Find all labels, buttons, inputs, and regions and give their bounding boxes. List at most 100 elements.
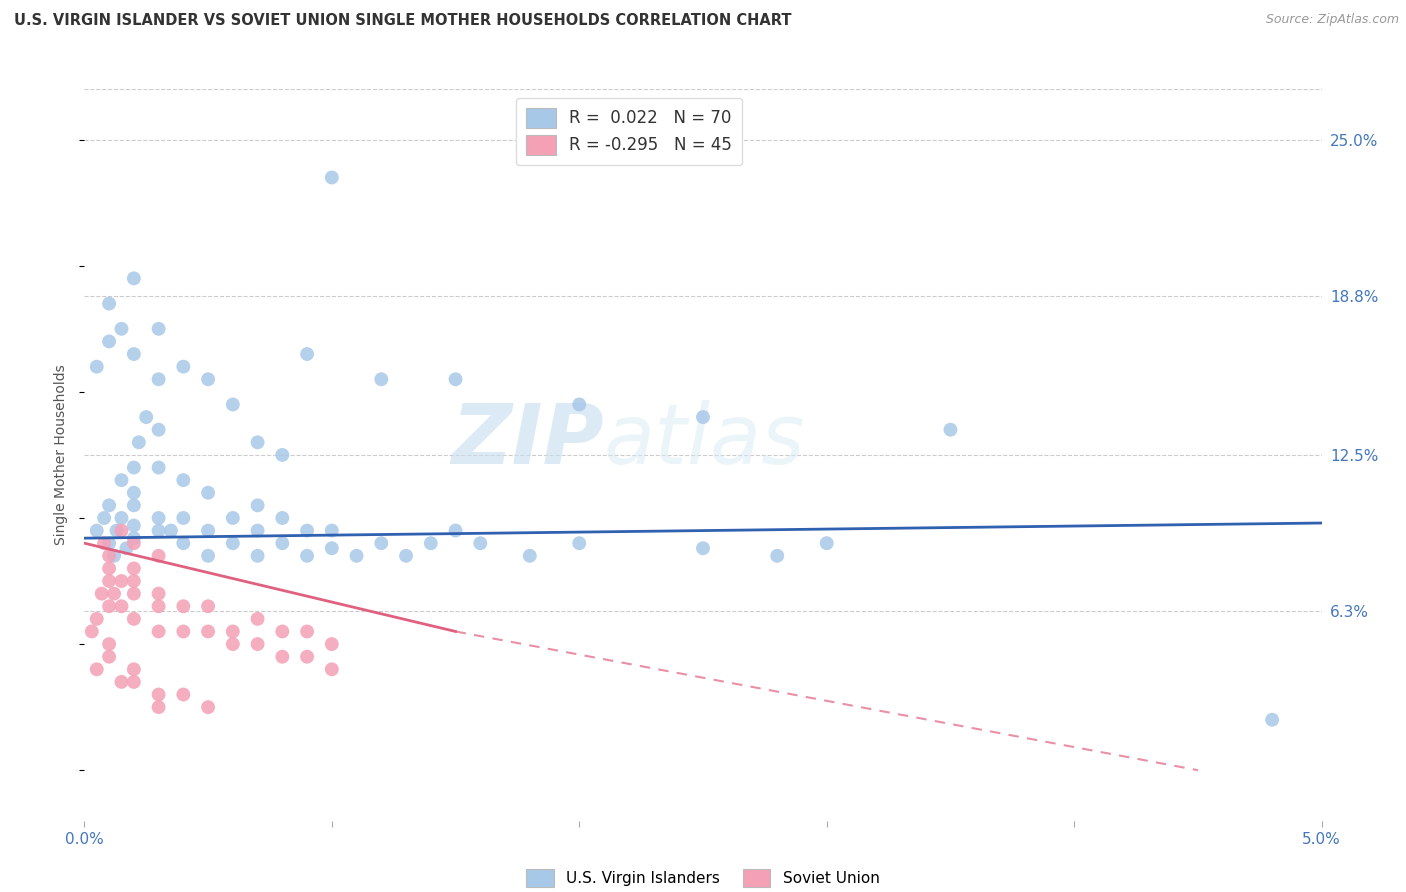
Point: [692, 410, 714, 425]
Point: [295, 347, 318, 361]
Point: [86, 524, 108, 538]
Point: [321, 524, 343, 538]
Point: [395, 549, 418, 563]
Point: [197, 624, 219, 639]
Point: [148, 624, 170, 639]
Point: [246, 549, 269, 563]
Point: [295, 549, 318, 563]
Point: [103, 587, 125, 601]
Text: Source: ZipAtlas.com: Source: ZipAtlas.com: [1265, 13, 1399, 27]
Point: [172, 599, 194, 614]
Point: [246, 612, 269, 626]
Point: [271, 649, 294, 664]
Point: [148, 460, 170, 475]
Point: [148, 688, 170, 702]
Point: [86, 359, 108, 374]
Point: [98, 637, 121, 651]
Point: [222, 624, 245, 639]
Point: [271, 448, 294, 462]
Point: [122, 561, 145, 575]
Point: [98, 549, 121, 563]
Point: [98, 334, 121, 349]
Point: [148, 511, 170, 525]
Point: [246, 435, 269, 450]
Point: [222, 637, 245, 651]
Point: [1261, 713, 1284, 727]
Point: [692, 541, 714, 556]
Point: [246, 524, 269, 538]
Point: [98, 599, 121, 614]
Point: [172, 511, 194, 525]
Point: [98, 649, 121, 664]
Point: [86, 662, 108, 676]
Point: [110, 574, 132, 588]
Point: [122, 485, 145, 500]
Point: [110, 599, 132, 614]
Point: [122, 574, 145, 588]
Point: [122, 499, 145, 513]
Point: [815, 536, 838, 550]
Point: [197, 700, 219, 714]
Point: [122, 460, 145, 475]
Text: atlas: atlas: [605, 400, 806, 481]
Point: [110, 524, 132, 538]
Point: [321, 541, 343, 556]
Point: [110, 473, 132, 487]
Point: [222, 536, 245, 550]
Point: [346, 549, 368, 563]
Point: [93, 536, 115, 550]
Point: [172, 624, 194, 639]
Point: [444, 524, 467, 538]
Point: [148, 372, 170, 386]
Point: [90, 587, 112, 601]
Point: [295, 624, 318, 639]
Point: [80, 624, 103, 639]
Point: [271, 624, 294, 639]
Point: [122, 662, 145, 676]
Point: [222, 511, 245, 525]
Point: [370, 372, 392, 386]
Point: [110, 674, 132, 689]
Point: [135, 410, 157, 425]
Point: [148, 599, 170, 614]
Point: [115, 541, 138, 556]
Point: [419, 536, 441, 550]
Point: [98, 296, 121, 310]
Point: [86, 612, 108, 626]
Point: [568, 397, 591, 411]
Point: [939, 423, 962, 437]
Point: [172, 536, 194, 550]
Point: [122, 612, 145, 626]
Legend: U.S. Virgin Islanders, Soviet Union: U.S. Virgin Islanders, Soviet Union: [520, 863, 886, 892]
Point: [160, 524, 183, 538]
Point: [295, 649, 318, 664]
Point: [246, 637, 269, 651]
Point: [122, 587, 145, 601]
Point: [321, 662, 343, 676]
Point: [766, 549, 789, 563]
Point: [148, 322, 170, 336]
Point: [122, 674, 145, 689]
Point: [98, 499, 121, 513]
Point: [172, 359, 194, 374]
Point: [103, 549, 125, 563]
Point: [197, 549, 219, 563]
Point: [172, 688, 194, 702]
Point: [148, 423, 170, 437]
Point: [271, 536, 294, 550]
Point: [197, 599, 219, 614]
Point: [470, 536, 492, 550]
Point: [519, 549, 541, 563]
Point: [172, 473, 194, 487]
Point: [110, 322, 132, 336]
Point: [295, 524, 318, 538]
Point: [444, 372, 467, 386]
Point: [93, 511, 115, 525]
Point: [197, 485, 219, 500]
Point: [148, 587, 170, 601]
Point: [98, 574, 121, 588]
Point: [98, 536, 121, 550]
Point: [122, 531, 145, 545]
Text: ZIP: ZIP: [451, 400, 605, 481]
Point: [246, 499, 269, 513]
